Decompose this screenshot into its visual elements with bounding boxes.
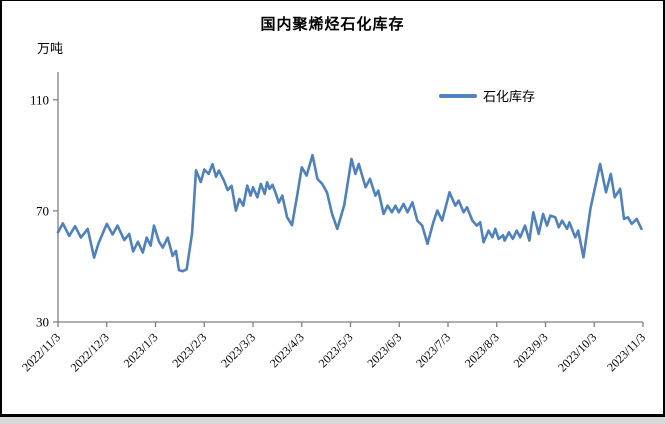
x-tick-label: 2023/7/3	[413, 330, 453, 370]
x-tick-label: 2023/3/3	[218, 330, 258, 370]
y-tick-label: 30	[36, 315, 49, 330]
legend-line-marker	[439, 93, 477, 98]
y-tick-label: 70	[36, 203, 49, 218]
x-tick-label: 2023/9/3	[511, 330, 551, 370]
x-tick-label: 2023/10/3	[555, 330, 599, 374]
x-tick-label: 2023/11/3	[604, 330, 648, 374]
plot-area: 30 70 110 2022/11/3 2022/12/3 2023/1/3 2023/2/…	[19, 72, 648, 375]
legend-series-label: 石化库存	[483, 89, 536, 104]
x-tick-label: 2022/12/3	[68, 330, 112, 374]
y-axis-unit-label: 万吨	[37, 41, 64, 56]
x-tick-label: 2022/11/3	[19, 330, 63, 374]
x-tick-label: 2023/1/3	[121, 330, 161, 370]
series-line-石化库存	[56, 153, 643, 273]
x-tick-label: 2023/6/3	[364, 330, 404, 370]
chart-title: 国内聚烯烃石化库存	[260, 17, 405, 33]
x-tick-label: 2023/5/3	[316, 330, 356, 370]
y-tick-label: 110	[30, 92, 49, 107]
x-tick-label: 2023/8/3	[462, 330, 502, 370]
x-tick-label: 2023/2/3	[169, 330, 209, 370]
x-tick-label: 2023/4/3	[267, 330, 307, 370]
legend: 石化库存	[439, 86, 535, 105]
